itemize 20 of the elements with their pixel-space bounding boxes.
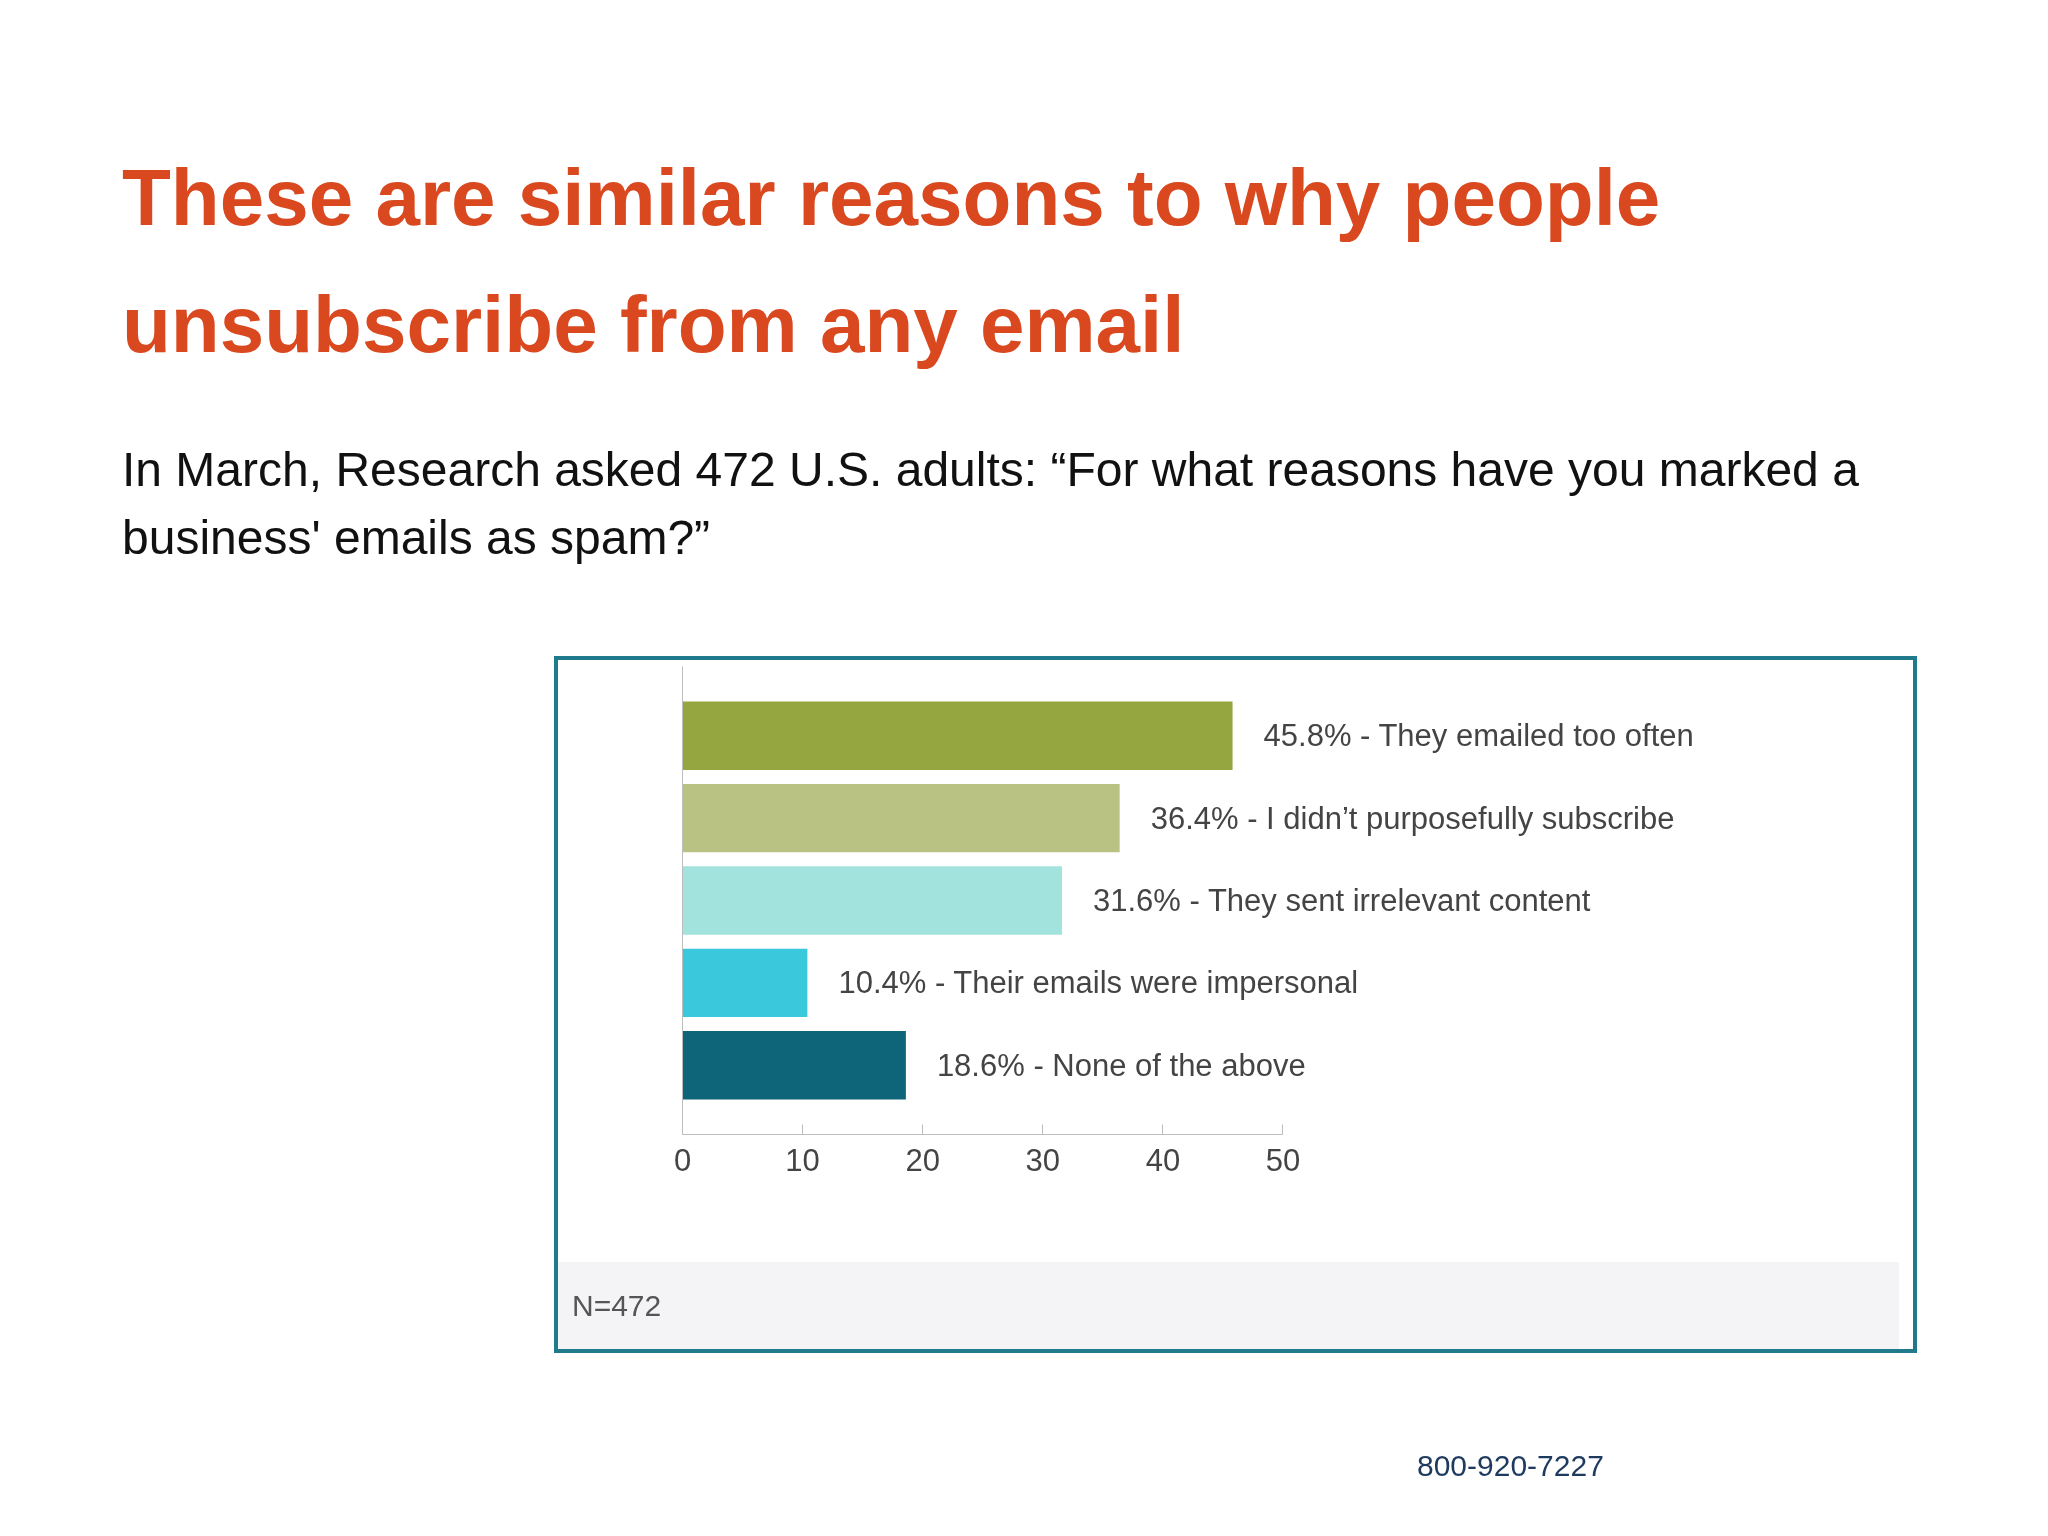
bar xyxy=(682,783,1120,853)
x-tick-label: 50 xyxy=(1265,1142,1301,1178)
x-tick-label: 0 xyxy=(673,1142,692,1178)
data-label: 18.6% - None of the above xyxy=(936,1047,1306,1083)
data-label: 31.6% - They sent irrelevant content xyxy=(1093,883,1591,918)
data-label: 36.4% - I didn’t purposefully subscribe xyxy=(1150,800,1675,836)
x-tick-label: 10 xyxy=(785,1142,820,1178)
data-label: 10.4% - Their emails were impersonal xyxy=(838,965,1359,1001)
x-tick-label: 40 xyxy=(1145,1142,1181,1178)
data-label: 45.8% - They emailed too often xyxy=(1263,718,1694,754)
text: N=472 xyxy=(572,1288,662,1324)
bar xyxy=(682,866,1063,935)
bar xyxy=(682,1031,906,1100)
text: 800-920-7227 xyxy=(1417,1448,1604,1484)
x-tick-label: 30 xyxy=(1025,1142,1061,1178)
bar xyxy=(682,701,1233,770)
bar xyxy=(682,948,808,1018)
chart-subtitle: In March, Research asked 472 U.S. adults: “For what reasons have you marked a business' emails as spam?” xyxy=(122,442,1860,566)
x-tick-label: 20 xyxy=(905,1142,940,1178)
chart-title: These are similar reasons to why people unsubscribe from any email xyxy=(122,152,1662,371)
